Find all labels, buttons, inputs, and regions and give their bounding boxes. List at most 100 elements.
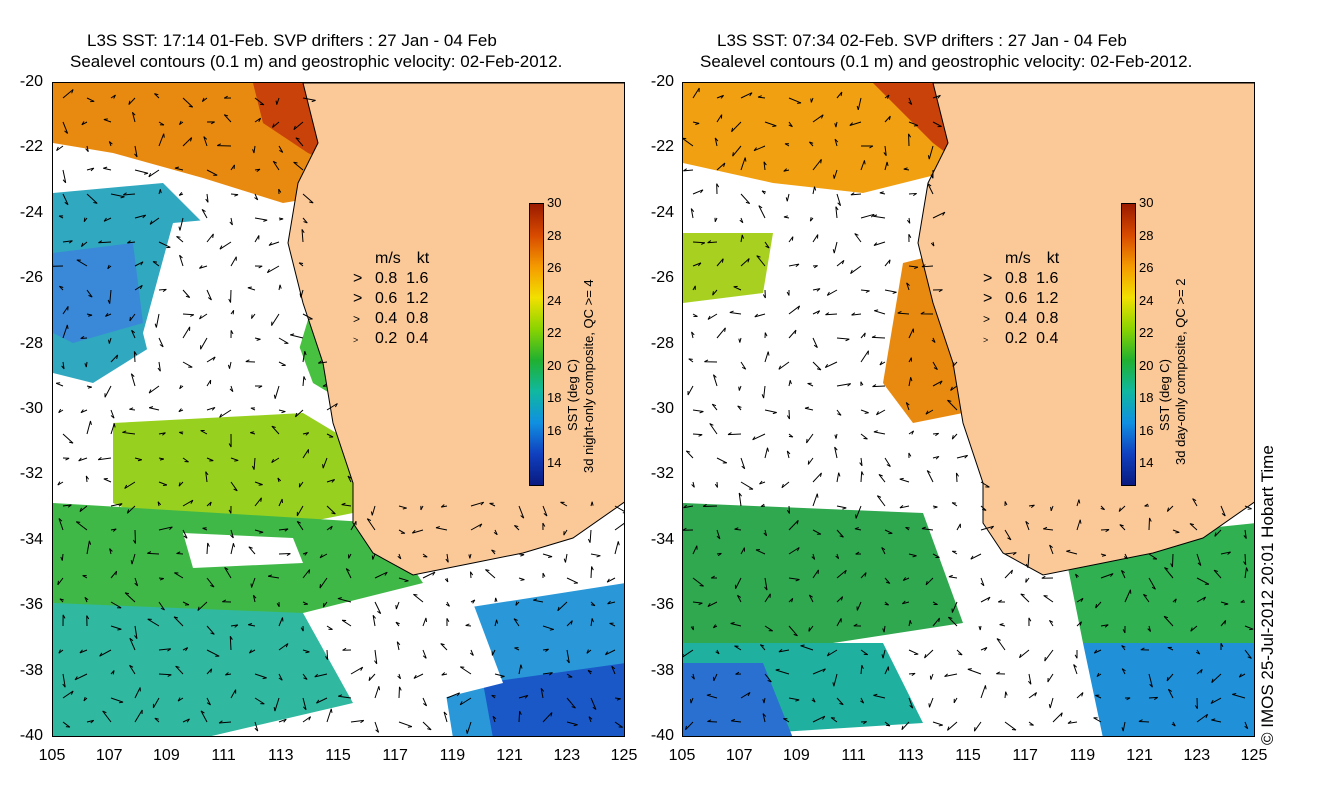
velocity-arrow bbox=[179, 431, 184, 435]
velocity-arrow bbox=[267, 574, 280, 579]
velocity-arrow bbox=[157, 361, 161, 372]
velocity-arrow bbox=[85, 475, 90, 483]
velocity-arrow bbox=[518, 553, 525, 557]
velocity-arrow bbox=[884, 289, 897, 294]
velocity-arrow bbox=[102, 710, 112, 723]
longitude-tick-label: 125 bbox=[1240, 747, 1268, 764]
velocity-arrow bbox=[444, 577, 449, 583]
velocity-arrow bbox=[980, 481, 990, 488]
velocity-arrow bbox=[948, 574, 958, 579]
velocity-arrow bbox=[786, 289, 790, 296]
velocity-arrow bbox=[290, 333, 304, 339]
velocity-arrow bbox=[158, 648, 172, 652]
velocity-arrow bbox=[1047, 673, 1054, 683]
velocity-arrow bbox=[1143, 593, 1150, 603]
velocity-arrow bbox=[133, 351, 137, 363]
velocity-arrow bbox=[951, 601, 958, 613]
velocity-arrow bbox=[692, 577, 704, 587]
velocity-arrow bbox=[761, 190, 767, 195]
velocity-arrow bbox=[730, 622, 742, 627]
colorbar-ticks: 30 28 26 24 22 20 18 16 14 bbox=[547, 195, 577, 495]
velocity-arrow bbox=[905, 526, 910, 531]
velocity-arrow bbox=[854, 233, 862, 243]
velocity-arrow bbox=[154, 717, 160, 723]
velocity-arrow bbox=[110, 570, 118, 579]
velocity-arrow bbox=[206, 379, 212, 387]
velocity-arrow bbox=[956, 454, 968, 459]
velocity-arrow bbox=[956, 523, 961, 531]
velocity-arrow bbox=[489, 502, 496, 507]
velocity-arrow bbox=[128, 97, 136, 105]
velocity-arrow bbox=[122, 430, 136, 435]
velocity-arrow bbox=[714, 481, 719, 488]
velocity-arrow bbox=[832, 673, 838, 687]
velocity-arrow bbox=[268, 241, 280, 246]
velocity-arrow bbox=[79, 505, 88, 512]
velocity-arrow bbox=[967, 668, 982, 675]
longitude-tick-label: 115 bbox=[955, 747, 981, 764]
velocity-arrow bbox=[422, 553, 428, 558]
velocity-arrow bbox=[731, 121, 742, 133]
velocity-arrow bbox=[764, 121, 777, 128]
sst-colorbar bbox=[529, 203, 544, 486]
velocity-arrow bbox=[714, 137, 719, 147]
velocity-arrow bbox=[302, 697, 307, 711]
velocity-arrow bbox=[764, 673, 772, 683]
velocity-arrow bbox=[980, 505, 987, 511]
velocity-arrow bbox=[295, 137, 304, 147]
velocity-arrow bbox=[62, 433, 74, 444]
velocity-arrow bbox=[74, 673, 88, 681]
velocity-arrow bbox=[707, 601, 718, 607]
velocity-arrow bbox=[542, 625, 554, 631]
velocity-arrow bbox=[812, 472, 822, 483]
velocity-arrow bbox=[775, 668, 790, 675]
velocity-arrow bbox=[812, 569, 819, 579]
velocity-arrow bbox=[826, 649, 838, 657]
colorbar-label: SST (deg C) bbox=[565, 358, 580, 431]
velocity-arrow bbox=[248, 546, 256, 555]
velocity-arrow bbox=[860, 649, 869, 656]
velocity-arrow bbox=[62, 673, 66, 688]
velocity-arrow bbox=[127, 240, 136, 244]
velocity-arrow bbox=[248, 623, 256, 627]
velocity-arrow bbox=[932, 94, 941, 99]
velocity-arrow bbox=[1196, 669, 1203, 675]
velocity-arrow bbox=[932, 455, 940, 460]
velocity-arrow bbox=[1074, 649, 1078, 659]
velocity-arrow bbox=[57, 577, 64, 586]
velocity-arrow bbox=[951, 502, 958, 507]
velocity-arrow bbox=[395, 601, 400, 610]
velocity-arrow bbox=[347, 475, 352, 483]
velocity-arrow bbox=[692, 121, 700, 125]
velocity-arrow bbox=[1163, 615, 1174, 627]
velocity-arrow bbox=[326, 433, 334, 438]
colorbar-tick-label: 18 bbox=[547, 390, 562, 405]
velocity-arrow bbox=[884, 601, 889, 606]
velocity-arrow bbox=[222, 599, 232, 603]
velocity-arrow bbox=[1244, 567, 1249, 579]
velocity-arrow bbox=[103, 217, 112, 222]
velocity-arrow bbox=[110, 409, 115, 419]
velocity-arrow bbox=[788, 625, 798, 637]
velocity-arrow bbox=[319, 553, 328, 559]
velocity-arrow bbox=[62, 614, 66, 627]
velocity-arrow bbox=[62, 457, 70, 461]
velocity-arrow bbox=[955, 472, 959, 483]
velocity-arrow bbox=[951, 433, 958, 440]
velocity-arrow bbox=[932, 721, 943, 727]
velocity-arrow bbox=[152, 261, 160, 267]
velocity-arrow bbox=[850, 192, 862, 196]
velocity-arrow bbox=[730, 718, 742, 723]
velocity-arrow bbox=[374, 601, 382, 615]
velocity-arrow bbox=[587, 669, 592, 675]
velocity-arrow bbox=[860, 145, 874, 149]
velocity-arrow bbox=[230, 193, 239, 197]
velocity-arrow bbox=[908, 553, 917, 558]
velocity-arrow bbox=[206, 457, 214, 462]
legend-header-ms: m/s bbox=[1005, 250, 1031, 267]
velocity-arrow bbox=[834, 121, 838, 128]
velocity-arrow bbox=[932, 289, 943, 293]
velocity-arrow bbox=[855, 551, 862, 555]
velocity-arrow bbox=[1066, 549, 1078, 555]
velocity-arrow bbox=[86, 615, 90, 627]
